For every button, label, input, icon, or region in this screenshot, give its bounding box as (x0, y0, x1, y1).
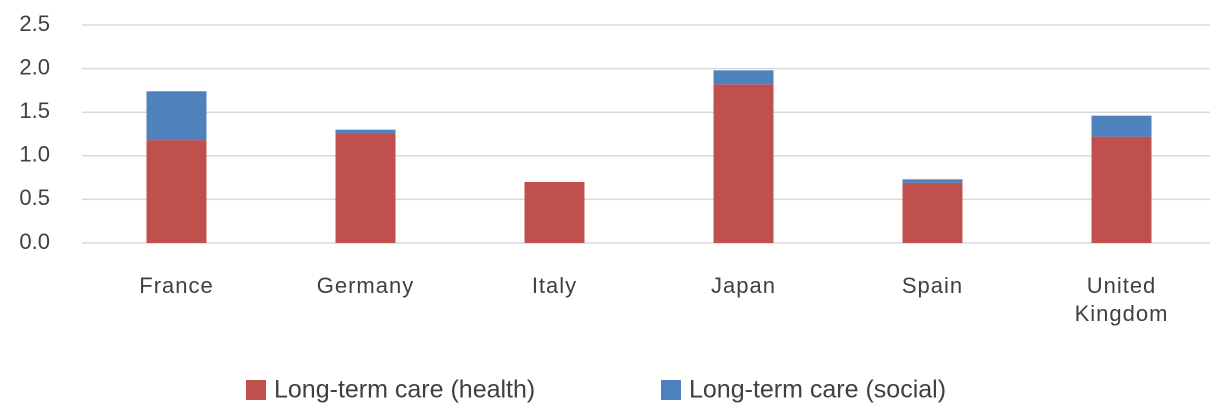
y-tick-label: 1.0 (19, 142, 50, 167)
bar (146, 91, 207, 141)
legend-label: Long-term care (health) (274, 376, 535, 404)
x-tick-label: Spain (901, 273, 964, 298)
bar (335, 129, 396, 134)
y-tick-label: 2.5 (19, 11, 50, 36)
legend-swatch (661, 380, 681, 400)
x-tick-label: France (139, 273, 214, 298)
legend-label: Long-term care (social) (689, 376, 946, 404)
x-tick-label: Germany (316, 273, 415, 298)
bar (146, 140, 207, 243)
x-tick-label: Japan (711, 273, 776, 298)
bar (1091, 136, 1152, 243)
bar (902, 179, 963, 183)
bar (335, 134, 396, 243)
y-tick-label: 0.0 (19, 229, 50, 254)
bar (524, 181, 585, 243)
y-tick-label: 2.0 (19, 54, 50, 79)
bar (713, 70, 774, 85)
y-tick-label: 1.5 (19, 98, 50, 123)
y-tick-label: 0.5 (19, 185, 50, 210)
x-tick-label: United Kingdom (1074, 273, 1169, 326)
x-tick-label: Italy (531, 273, 578, 298)
bar (902, 182, 963, 243)
legend-swatch (246, 380, 266, 400)
bar (713, 84, 774, 244)
bar (1091, 115, 1152, 137)
